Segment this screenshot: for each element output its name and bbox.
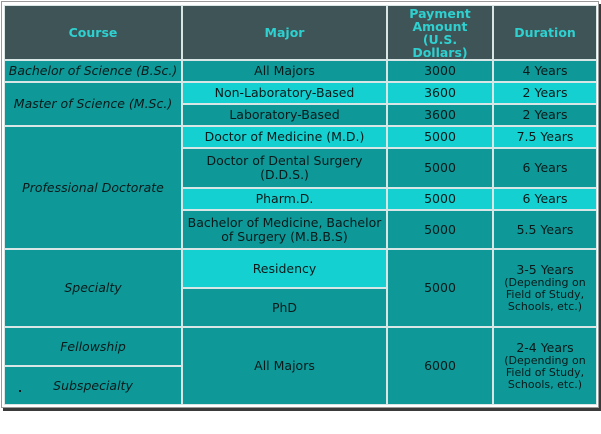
course-fellowship: Fellowship	[4, 327, 182, 366]
amount-msc-nonlab: 3600	[387, 82, 493, 104]
major-fellowship: All Majors	[182, 327, 387, 405]
major-bsc: All Majors	[182, 60, 387, 82]
duration-msc-lab: 2 Years	[493, 104, 597, 126]
duration-specialty-note: (Depending on Field of Study, Schools, e…	[504, 276, 586, 313]
major-mbbs: Bachelor of Medicine, Bachelor of Surger…	[182, 210, 387, 249]
duration-mbbs: 5.5 Years	[493, 210, 597, 249]
amount-specialty: 5000	[387, 249, 493, 327]
major-pharmd: Pharm.D.	[182, 188, 387, 210]
duration-fellowship: 2-4 Years (Depending on Field of Study, …	[493, 327, 597, 405]
header-duration: Duration	[493, 5, 597, 60]
major-dds: Doctor of Dental Surgery (D.D.S.)	[182, 148, 387, 188]
duration-pharmd: 6 Years	[493, 188, 597, 210]
duration-specialty-range: 3-5 Years	[516, 262, 574, 277]
amount-mbbs: 5000	[387, 210, 493, 249]
major-phd: PhD	[182, 288, 387, 327]
amount-fellowship: 6000	[387, 327, 493, 405]
amount-pharmd: 5000	[387, 188, 493, 210]
header-course: Course	[4, 5, 182, 60]
stray-dot	[19, 390, 21, 392]
amount-dds: 5000	[387, 148, 493, 188]
course-specialty: Specialty	[4, 249, 182, 327]
duration-dds: 6 Years	[493, 148, 597, 188]
amount-msc-lab: 3600	[387, 104, 493, 126]
major-md: Doctor of Medicine (M.D.)	[182, 126, 387, 148]
duration-fellowship-note: (Depending on Field of Study, Schools, e…	[504, 354, 586, 391]
major-msc-lab: Laboratory-Based	[182, 104, 387, 126]
major-residency: Residency	[182, 249, 387, 288]
amount-md: 5000	[387, 126, 493, 148]
course-msc: Master of Science (M.Sc.)	[4, 82, 182, 126]
course-doctorate: Professional Doctorate	[4, 126, 182, 249]
duration-fellowship-range: 2-4 Years	[516, 340, 574, 355]
header-major: Major	[182, 5, 387, 60]
amount-bsc: 3000	[387, 60, 493, 82]
duration-msc-nonlab: 2 Years	[493, 82, 597, 104]
course-subspecialty: Subspecialty	[4, 366, 182, 405]
course-bsc: Bachelor of Science (B.Sc.)	[4, 60, 182, 82]
duration-bsc: 4 Years	[493, 60, 597, 82]
header-payment: Payment Amount (U.S. Dollars)	[387, 5, 493, 60]
major-msc-nonlab: Non-Laboratory-Based	[182, 82, 387, 104]
duration-md: 7.5 Years	[493, 126, 597, 148]
duration-specialty: 3-5 Years (Depending on Field of Study, …	[493, 249, 597, 327]
fee-table: Course Major Payment Amount (U.S. Dollar…	[1, 1, 599, 408]
